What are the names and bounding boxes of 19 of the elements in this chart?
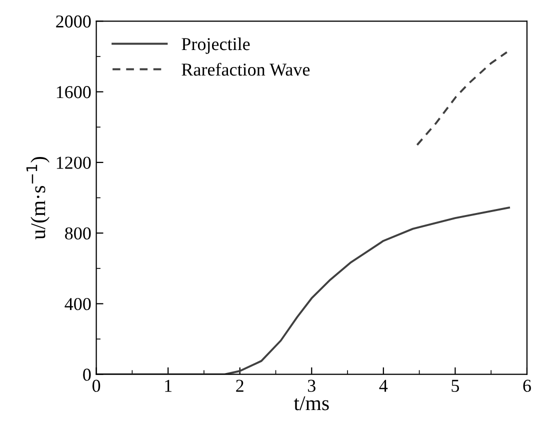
x-tick-label: 3 xyxy=(308,380,316,392)
x-tick-label: 1 xyxy=(165,380,172,392)
line-series xyxy=(96,206,510,374)
y-tick-label: 0 xyxy=(83,368,91,381)
x-tick-label: 2 xyxy=(236,380,244,392)
y-tick-label: 1600 xyxy=(56,86,91,98)
x-tick-label: 0 xyxy=(92,380,100,392)
legend-label: Rarefaction Wave xyxy=(182,62,310,76)
x-axis-title: t/ms xyxy=(294,396,329,410)
x-tick-label: 6 xyxy=(523,380,531,392)
line-series xyxy=(416,51,508,146)
legend-label: Projectile xyxy=(182,38,250,54)
y-tick-label: 1200 xyxy=(56,156,91,169)
x-tick-label: 5 xyxy=(452,380,460,392)
y-tick-label: 800 xyxy=(65,227,91,240)
y-axis-title: u/(m·s$^{−1}$) xyxy=(26,156,50,240)
y-tick-label: 400 xyxy=(64,298,91,310)
y-tick-label: 2000 xyxy=(56,15,91,28)
x-tick-label: 4 xyxy=(379,380,388,392)
